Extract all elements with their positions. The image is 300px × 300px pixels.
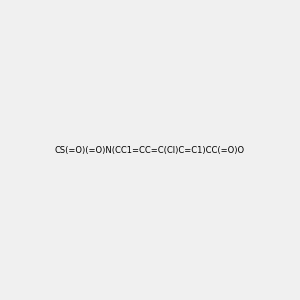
Text: CS(=O)(=O)N(CC1=CC=C(Cl)C=C1)CC(=O)O: CS(=O)(=O)N(CC1=CC=C(Cl)C=C1)CC(=O)O: [55, 146, 245, 154]
